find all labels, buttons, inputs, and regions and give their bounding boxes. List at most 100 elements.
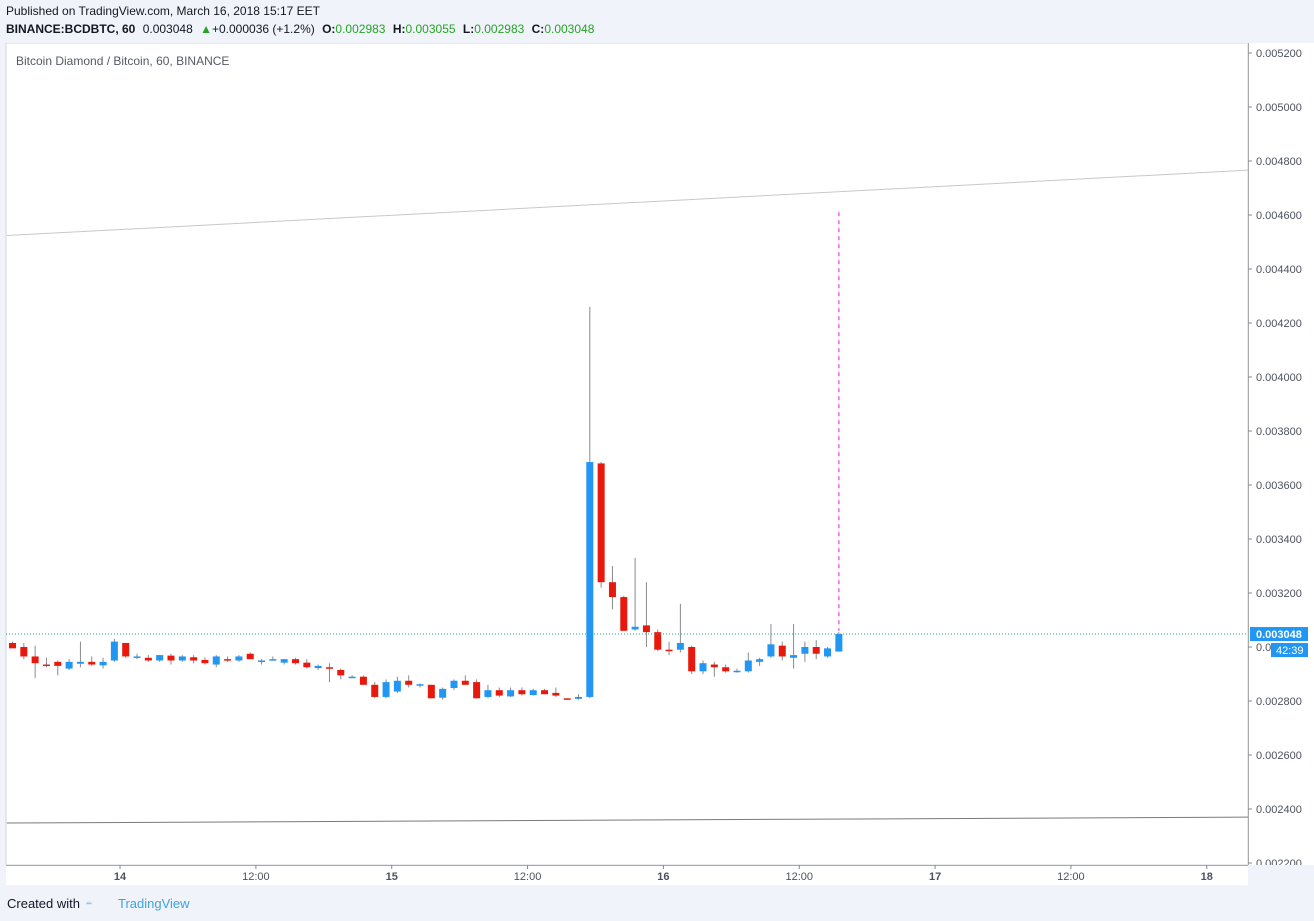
candle xyxy=(133,653,141,660)
chart-title: Bitcoin Diamond / Bitcoin, 60, BINANCE xyxy=(16,54,229,68)
footer: Created with TradingView xyxy=(0,885,1314,921)
price-tick-label: 0.002200 xyxy=(1256,858,1302,865)
candle-body xyxy=(461,680,469,685)
candle-body xyxy=(31,656,39,664)
candle-body xyxy=(484,690,492,697)
candle-body xyxy=(76,661,84,664)
candle xyxy=(292,657,299,665)
created-with-label: Created with xyxy=(7,896,80,911)
candle xyxy=(597,462,605,588)
candle-body xyxy=(246,653,254,660)
candle-body xyxy=(620,597,628,631)
candle-body xyxy=(133,656,141,658)
close-label: C: xyxy=(531,22,545,36)
candles xyxy=(9,306,843,700)
candle xyxy=(541,688,549,695)
candle xyxy=(314,664,322,670)
price-tick-label: 0.002600 xyxy=(1256,750,1302,762)
candle-body xyxy=(9,642,16,649)
candle-body xyxy=(439,688,447,698)
candle-body xyxy=(575,696,582,699)
candle xyxy=(812,640,820,660)
candle-body xyxy=(710,664,718,668)
candle-body xyxy=(303,662,311,668)
candle xyxy=(575,694,582,700)
candle xyxy=(88,656,96,666)
candle xyxy=(631,557,639,631)
candle xyxy=(201,657,209,665)
time-tick-label: 14 xyxy=(114,871,127,883)
ohlc-line: BINANCE:BCDBTC, 60 0.003048 ▲+0.000036 (… xyxy=(6,22,594,36)
candle-body xyxy=(767,644,775,657)
price-tick-label: 0.005000 xyxy=(1256,102,1302,114)
candle-body xyxy=(269,659,277,661)
open-label: O: xyxy=(322,22,336,36)
candle xyxy=(144,655,152,662)
tradingview-brand[interactable]: TradingView xyxy=(118,896,190,911)
candle xyxy=(473,679,481,699)
candle-body xyxy=(235,656,243,661)
candle xyxy=(9,641,16,649)
candle xyxy=(167,653,175,665)
candle-body xyxy=(371,684,379,697)
plot-background xyxy=(5,42,1249,866)
candle-body xyxy=(212,656,220,665)
candle xyxy=(835,632,843,652)
candle-body xyxy=(824,648,832,657)
chart-area[interactable]: Bitcoin Diamond / Bitcoin, 60, BINANCE 0… xyxy=(0,42,1314,870)
time-axis[interactable]: 14 12:00 15 12:00 16 12:00 17 12:00 18 xyxy=(0,865,1314,885)
candle-body xyxy=(65,661,73,669)
last-price-tag xyxy=(1250,627,1308,642)
candle-body xyxy=(473,682,481,699)
lower-trendline[interactable] xyxy=(6,816,1249,824)
candle xyxy=(733,668,741,673)
price-axis-background xyxy=(1248,43,1314,865)
candle-body xyxy=(337,669,345,676)
open-value: 0.002983 xyxy=(335,22,386,36)
low-label: L: xyxy=(462,22,475,36)
candle-body xyxy=(405,680,413,685)
candle xyxy=(54,660,62,676)
candle-body xyxy=(812,647,820,654)
candle-body xyxy=(393,680,401,692)
candle-body xyxy=(676,642,684,650)
candle-body xyxy=(382,682,390,697)
candle xyxy=(405,675,413,688)
candle-body xyxy=(654,632,662,650)
candle xyxy=(348,675,356,679)
candle-body xyxy=(427,684,435,699)
candle xyxy=(676,603,684,653)
change-arrow-icon: ▲ xyxy=(200,22,212,36)
candle xyxy=(427,684,435,699)
candle xyxy=(359,675,367,685)
candle-body xyxy=(744,660,752,672)
candle-body xyxy=(631,626,639,630)
candle xyxy=(824,647,832,658)
candle xyxy=(76,641,84,668)
time-axis-svg[interactable]: 14 12:00 15 12:00 16 12:00 17 12:00 18 xyxy=(0,865,1314,885)
candle xyxy=(258,659,266,665)
candle xyxy=(767,624,775,658)
upper-trendline[interactable] xyxy=(6,169,1249,237)
price-chart[interactable]: Bitcoin Diamond / Bitcoin, 60, BINANCE 0… xyxy=(0,42,1314,870)
candle-body xyxy=(88,661,96,665)
candle-body xyxy=(529,690,537,696)
countdown-tag-label: 42:39 xyxy=(1276,645,1304,657)
candle-body xyxy=(314,665,322,669)
candle xyxy=(529,688,537,696)
candle-body xyxy=(722,667,730,672)
candle-body xyxy=(790,655,798,658)
candle xyxy=(620,595,628,631)
candle xyxy=(722,664,730,673)
time-tick-label: 18 xyxy=(1201,871,1213,883)
candle-body xyxy=(699,663,707,672)
candle-body xyxy=(292,659,299,664)
candle-body xyxy=(733,670,741,673)
candle-body xyxy=(586,462,594,697)
price-axis[interactable]: 0.0022000.0024000.0026000.0028000.003000… xyxy=(1248,48,1302,870)
candle xyxy=(484,684,492,699)
candle xyxy=(439,687,447,700)
last-price-overlay: 0.003048 42:39 xyxy=(6,627,1308,658)
price-tick-label: 0.004800 xyxy=(1256,156,1302,168)
candle-body xyxy=(642,625,650,633)
